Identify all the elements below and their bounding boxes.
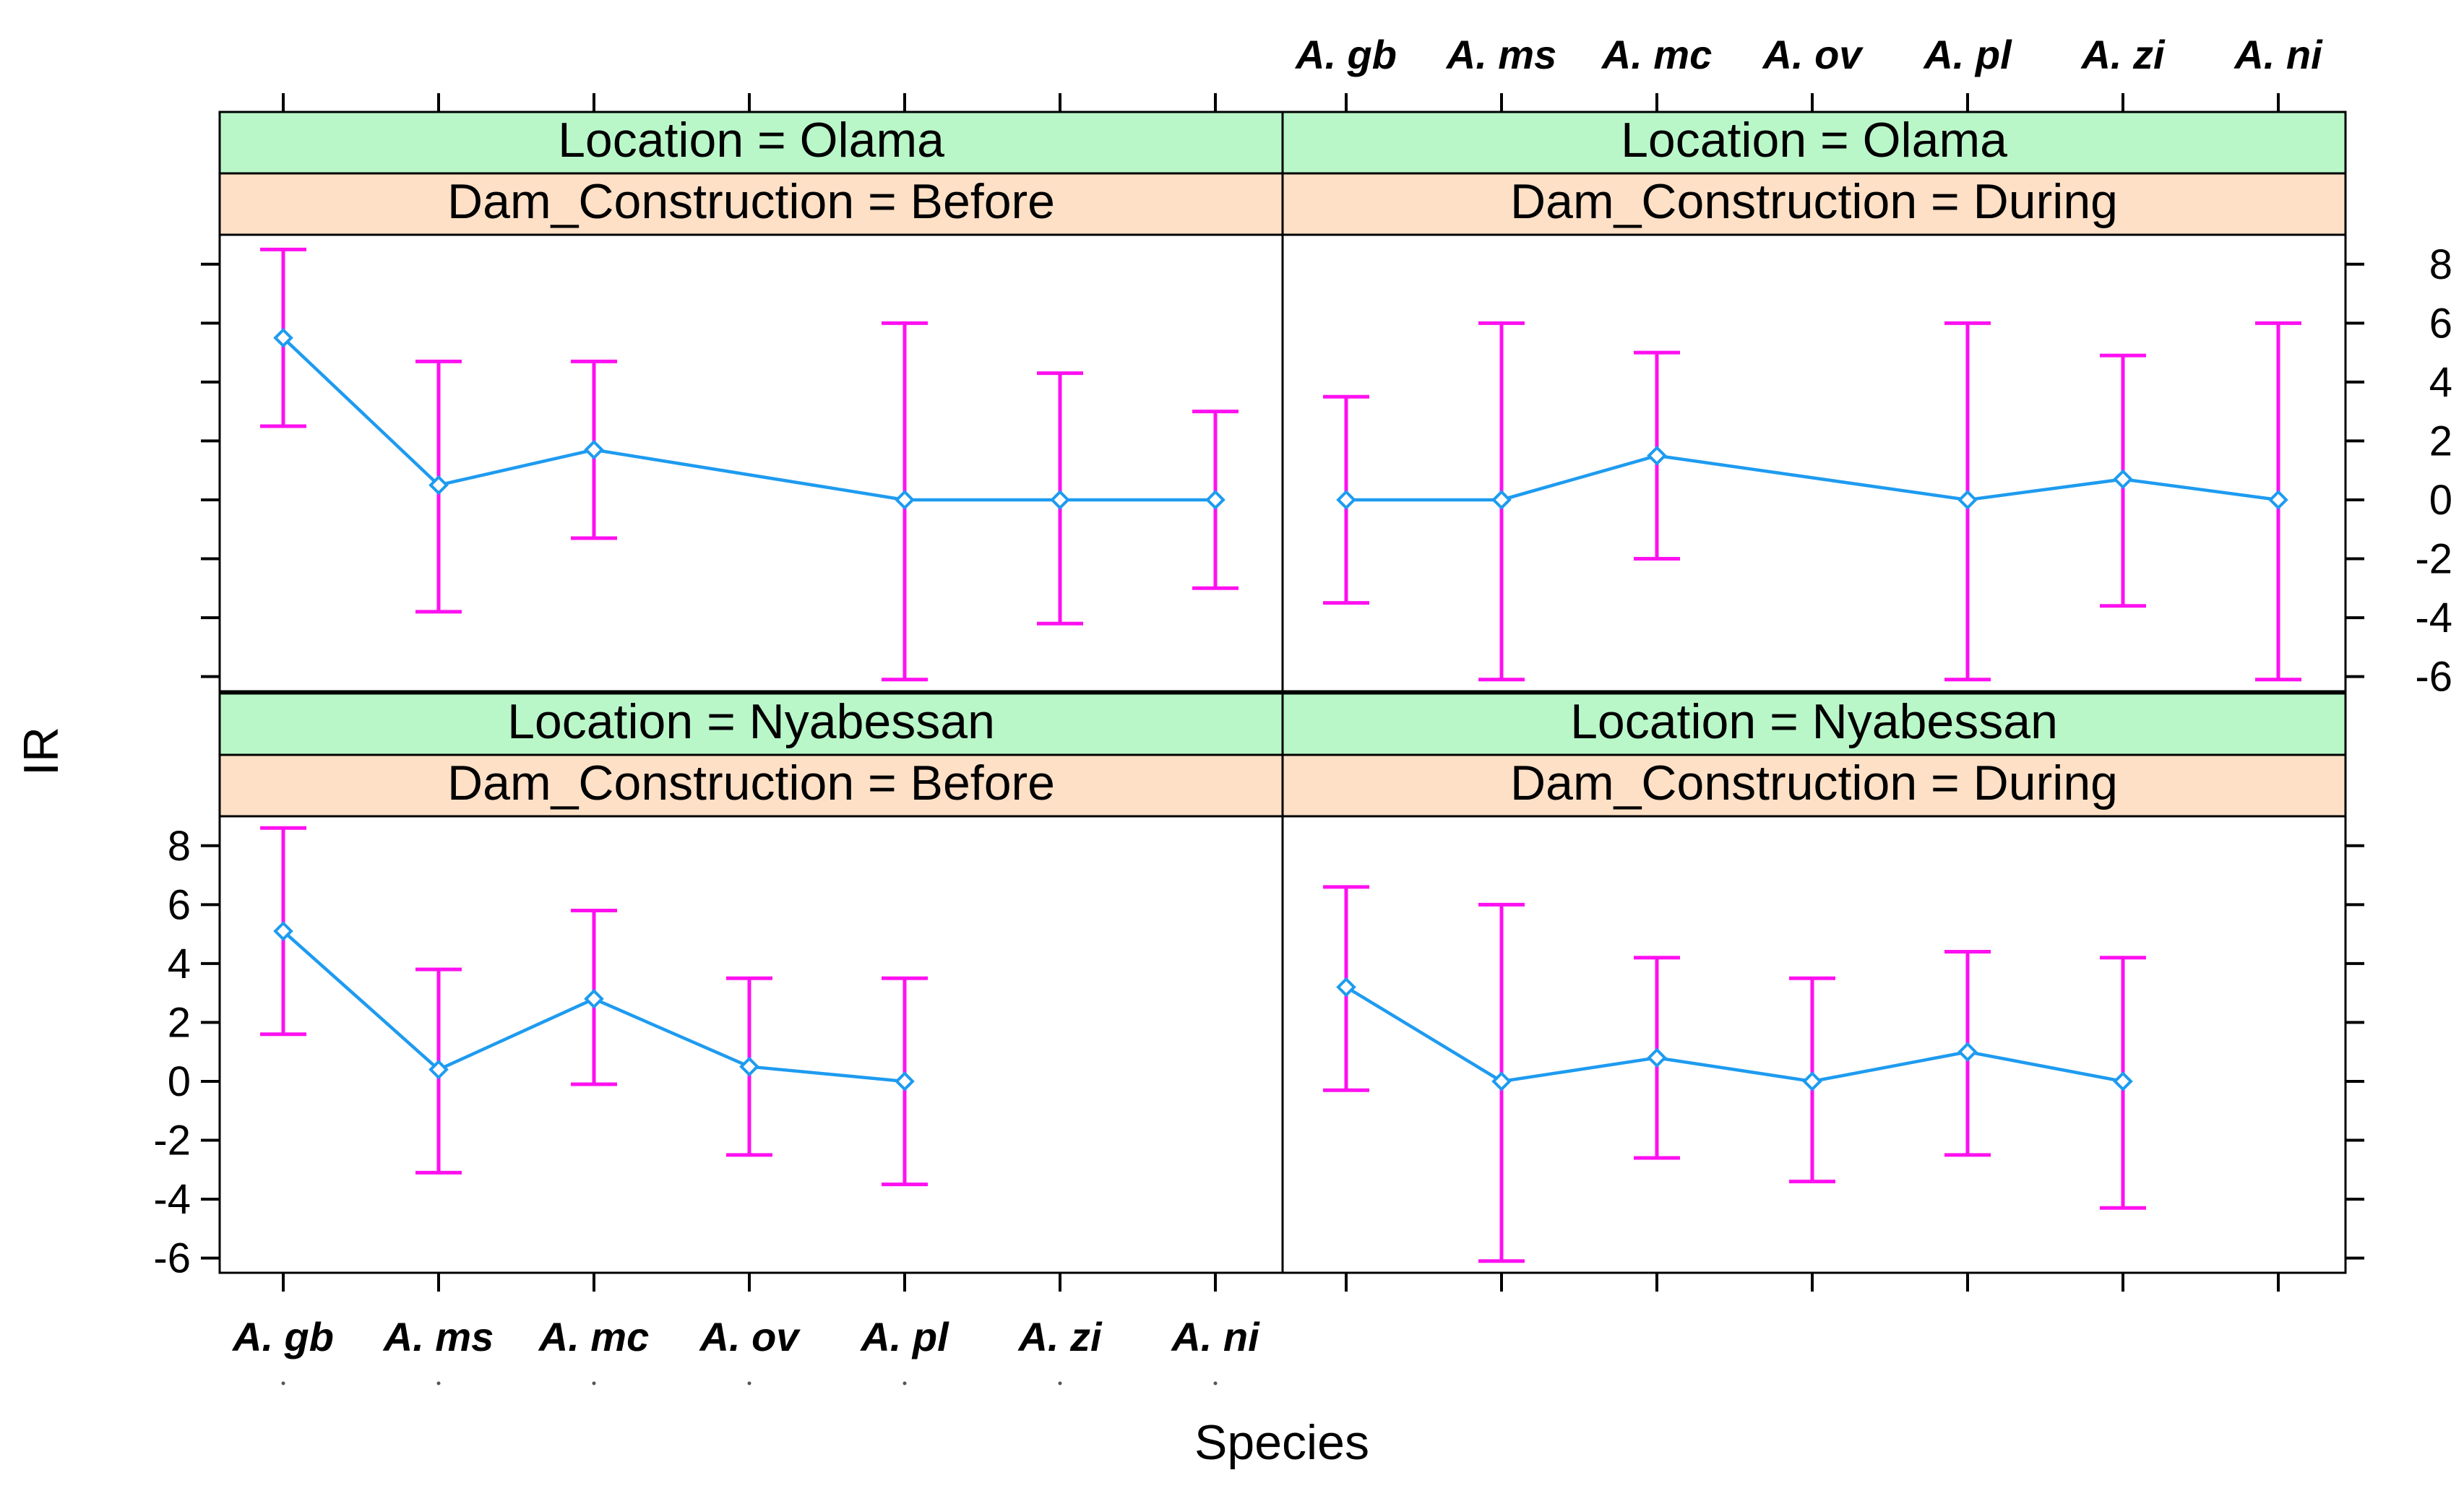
data-point	[1205, 490, 1225, 510]
panel: Location = Nyabessan Dam_Construction = D…	[1281, 692, 2347, 1274]
x-tick-dot	[592, 1381, 596, 1385]
data-point	[2113, 469, 2133, 490]
y-tick-label-right: 2	[2429, 418, 2452, 464]
data-point	[1336, 977, 1356, 998]
y-tick-label-left: -4	[153, 1176, 191, 1223]
panel: Location = Olama Dam_Construction = Befor…	[218, 111, 1284, 693]
x-tick-label-bottom: A. ms	[382, 1314, 494, 1359]
x-tick-dot	[1213, 1381, 1218, 1385]
series-line	[1345, 985, 2124, 1084]
series-line	[282, 337, 1215, 502]
x-tick-dot	[903, 1381, 907, 1385]
data-point	[273, 921, 293, 941]
strip-dam-construction	[1281, 172, 2347, 236]
y-tick-label-right: -2	[2415, 536, 2452, 583]
data-point	[2268, 490, 2288, 510]
x-tick-label-bottom: A. mc	[538, 1314, 650, 1359]
strip-dam-construction	[1281, 753, 2347, 818]
data-point	[1957, 490, 1978, 510]
y-tick-label-left: -2	[153, 1117, 191, 1164]
data-point	[273, 327, 293, 348]
strip-location-label: Location = Olama	[558, 113, 944, 168]
y-tick-label-left: -6	[153, 1235, 191, 1282]
x-tick-dot	[436, 1381, 441, 1385]
panel-frame	[1281, 815, 2347, 1274]
data-point	[1491, 1071, 1512, 1091]
x-tick-label-top: A. mc	[1601, 32, 1713, 77]
y-tick-label-right: 8	[2429, 241, 2452, 288]
panel: Location = Olama Dam_Construction = Durin…	[1281, 111, 2347, 693]
series-line	[1346, 454, 2279, 502]
y-tick-label-right: 6	[2429, 300, 2452, 347]
x-tick-label-bottom: A. zi	[1017, 1314, 1103, 1359]
panels-layer: Location = Olama Dam_Construction = Befor…	[218, 111, 2347, 1274]
strip-dam-label: Dam_Construction = Before	[447, 174, 1055, 229]
data-point	[1802, 1071, 1822, 1091]
strip-location-label: Location = Nyabessan	[1570, 694, 2058, 749]
y-tick-label-left: 4	[168, 941, 191, 987]
data-point	[428, 1059, 449, 1080]
x-tick-label-top: A. ms	[1445, 32, 1557, 77]
y-tick-label-left: 8	[168, 823, 191, 870]
panel: Location = Nyabessan Dam_Construction = B…	[218, 692, 1284, 1274]
data-point	[428, 475, 449, 496]
strip-dam-construction	[218, 753, 1284, 818]
data-point	[1647, 445, 1667, 466]
x-tick-label-bottom: A. ov	[699, 1314, 801, 1359]
x-tick-dot	[1058, 1381, 1062, 1385]
strip-location	[218, 692, 1284, 756]
strip-dam-construction	[218, 172, 1284, 236]
data-point	[1336, 490, 1356, 510]
data-point	[1050, 490, 1070, 510]
y-tick-label-left: 6	[168, 881, 191, 928]
x-tick-label-top: A. zi	[2080, 32, 2166, 77]
strip-dam-label: Dam_Construction = During	[1510, 174, 2118, 229]
y-tick-label-right: 0	[2429, 477, 2452, 524]
data-point	[2113, 1071, 2133, 1091]
x-tick-dot	[747, 1381, 751, 1385]
y-tick-label-left: 2	[168, 999, 191, 1046]
data-point	[584, 439, 604, 460]
y-tick-label-left: 0	[168, 1058, 191, 1105]
x-tick-label-bottom: A. gb	[231, 1314, 334, 1359]
axes-layer: A. gb A. gb A. ms A. ms A. mc A. mc A. ov A. ov…	[153, 32, 2452, 1385]
strip-dam-label: Dam_Construction = During	[1510, 756, 2118, 810]
y-tick-label-right: 4	[2429, 359, 2452, 406]
x-tick-label-top: A. ov	[1762, 32, 1864, 77]
x-tick-label-bottom: A. pl	[859, 1314, 949, 1359]
y-axis-title: IR	[14, 727, 69, 776]
panel-frame	[218, 233, 1284, 693]
x-axis-title: Species	[1194, 1415, 1369, 1470]
data-point	[1491, 490, 1512, 510]
strip-dam-label: Dam_Construction = Before	[447, 756, 1055, 810]
x-tick-label-bottom: A. ni	[1170, 1314, 1260, 1359]
data-point	[739, 1056, 759, 1077]
y-tick-label-right: -6	[2415, 654, 2452, 701]
data-point	[584, 988, 604, 1009]
strip-location	[1281, 111, 2347, 175]
panel-frame	[1281, 233, 2347, 693]
x-tick-label-top: A. gb	[1294, 32, 1397, 77]
x-tick-dot	[281, 1381, 285, 1385]
data-point	[895, 490, 915, 510]
data-point	[1957, 1042, 1978, 1063]
strip-location	[1281, 692, 2347, 756]
data-point	[1647, 1047, 1667, 1068]
x-tick-label-top: A. pl	[1922, 32, 2012, 77]
x-tick-label-top: A. ni	[2233, 32, 2323, 77]
y-tick-label-right: -4	[2415, 594, 2452, 641]
strip-location-label: Location = Olama	[1621, 113, 2007, 168]
data-point	[895, 1071, 915, 1091]
strip-location-label: Location = Nyabessan	[507, 694, 995, 749]
